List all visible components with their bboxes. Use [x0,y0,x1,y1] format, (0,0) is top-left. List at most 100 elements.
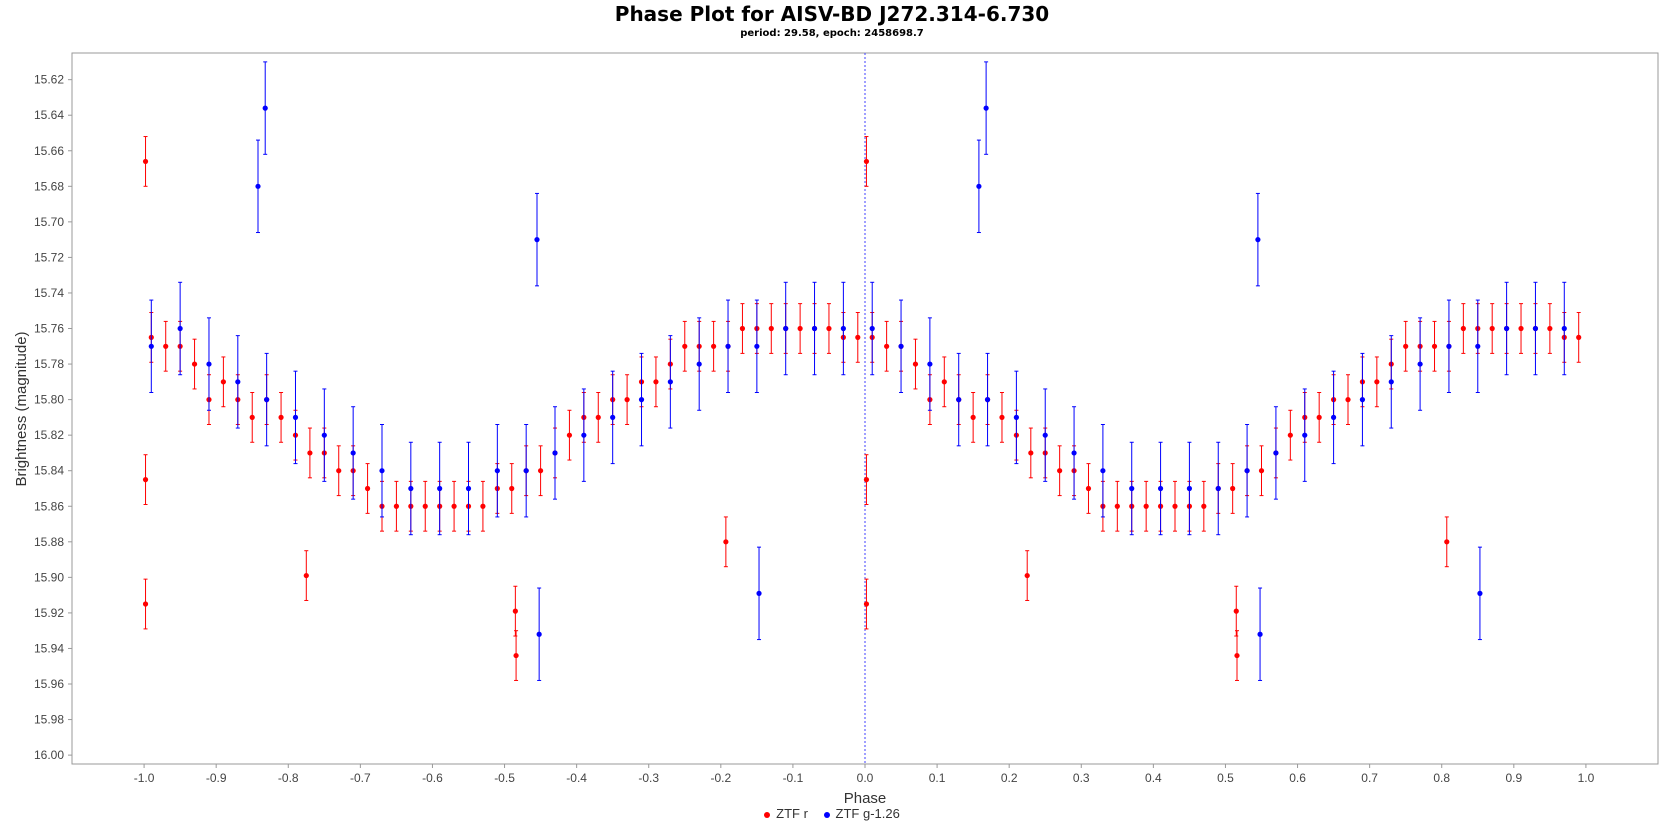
y-tick-label: 15.92 [34,606,64,620]
ztf-r-point [1143,503,1149,509]
ztf-r-point [191,361,198,367]
ztf-r-point [1345,397,1351,403]
ztf-g-point [148,343,154,349]
legend-entry-ztf-r: ZTF r [764,806,808,821]
ztf-g-point [1388,379,1394,385]
x-tick-label: 1.0 [1578,771,1595,785]
ztf-r-point [249,414,255,420]
chart-subtitle: period: 29.58, epoch: 2458698.7 [740,28,924,39]
y-tick-label: 15.82 [34,428,64,442]
ztf-r-point [826,325,832,332]
x-axis: -1.0 -0.9 -0.8 -0.7 -0.6 -0.5 -0.4 -0.3 -0.2 -0.1… [134,764,1595,785]
chart-title: Phase Plot for AISV-BD J272.314-6.730 [614,2,1050,26]
ztf-r-point [422,503,428,509]
ztf-r-point [1374,379,1380,385]
ztf-g-point [206,361,212,367]
ztf-r-point [863,601,870,607]
x-tick-label: 0.1 [929,771,946,785]
ztf-r-point [1085,485,1092,492]
ztf-g-point [465,485,472,492]
x-tick-label: 0.4 [1145,771,1162,785]
y-tick-label: 15.88 [34,535,64,549]
ztf-g-point [976,183,982,189]
ztf-r-point [336,468,342,474]
ztf-r-point [451,503,457,509]
ztf-g-point [696,361,702,367]
ztf-r-point [863,477,870,483]
ztf-g-point [1561,325,1567,332]
ztf-r-point [653,379,659,385]
ztf-r-point [307,450,313,456]
ztf-g-point [840,325,846,332]
ztf-g-point [523,468,529,474]
ztf-r-point [863,158,870,165]
ztf-g-point [321,432,327,438]
ztf-g-point [552,450,558,456]
x-tick-label: 0.5 [1217,771,1234,785]
ztf-r-point [364,485,371,492]
ztf-g-point [638,397,645,403]
ztf-r-point [682,343,688,349]
ztf-g-point [1129,485,1135,492]
y-tick-label: 15.90 [34,570,64,584]
ztf-g-point [1477,590,1483,596]
x-tick-label: 0.6 [1289,771,1306,785]
ztf-r-point [1547,325,1553,332]
x-tick-label: -0.3 [638,771,659,785]
ztf-g-point [264,397,270,403]
y-tick-label: 15.98 [34,713,64,727]
ztf-g-point [262,105,268,111]
ztf-r-point [1489,325,1495,332]
ztf-g-point [783,325,789,332]
x-tick-label: 0.0 [857,771,874,785]
ztf-r-point [512,608,518,614]
legend-entry-ztf-g: ZTF g-1.26 [823,806,900,821]
ztf-r-point [912,361,919,367]
ztf-r-point [1201,503,1207,509]
ztf-r-point [1028,450,1034,456]
ztf-g-point [1013,414,1019,420]
ztf-r-point [509,485,515,492]
ztf-r-point [480,503,486,509]
y-tick-label: 15.94 [34,641,64,655]
ztf-r-point [1403,343,1409,349]
ztf-g-point [1446,343,1452,349]
ztf-g-point [984,397,991,403]
x-tick-label: -0.1 [783,771,804,785]
x-tick-label: -0.5 [494,771,515,785]
ztf-g-point [292,414,299,420]
ztf-g-point [869,325,875,332]
ztf-g-point [437,485,443,492]
ztf-r-point [723,539,729,545]
ztf-g-point [983,105,989,111]
ztf-g-point [235,379,241,385]
ztf-g-point [581,432,587,438]
ztf-g-point [898,343,904,349]
ztf-r-point [595,414,601,420]
y-tick-label: 15.84 [34,464,64,478]
ztf-g-point [1257,631,1263,637]
series-ztf-g [148,61,1567,681]
ztf-r-point [1431,343,1438,349]
ztf-r-point [1576,334,1582,340]
ztf-g-point [1244,468,1250,474]
ztf-g-point [1071,450,1077,456]
ztf-g-point [536,631,542,637]
y-tick-label: 15.72 [34,250,64,264]
ztf-r-point [970,414,976,420]
ztf-r-point [1234,652,1240,659]
x-tick-label: 0.2 [1001,771,1018,785]
x-tick-label: -0.9 [206,771,227,785]
x-tick-label: 0.7 [1361,771,1378,785]
x-tick-label: -0.2 [710,771,731,785]
y-tick-label: 15.80 [34,393,64,407]
y-tick-label: 15.66 [34,144,64,158]
ztf-g-point [1255,237,1261,243]
ztf-g-point [1215,485,1221,492]
ztf-r-point [566,432,573,438]
ztf-r-point [1057,468,1063,474]
ztf-g-point [379,468,385,474]
legend: ZTF r ZTF g-1.26 [0,806,1664,821]
ztf-r-point [855,334,861,340]
ztf-r-point [1316,414,1322,420]
